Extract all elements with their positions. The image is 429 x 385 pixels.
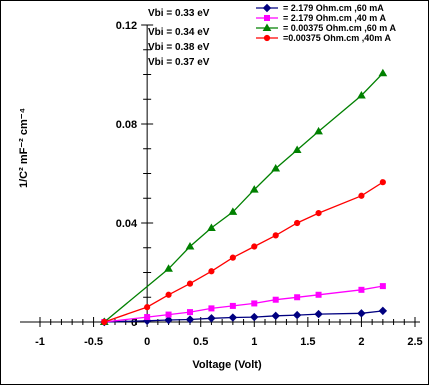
x-tick-label: 2 bbox=[358, 336, 364, 348]
vbi-annotation: Vbi = 0.38 eV bbox=[148, 42, 210, 53]
data-point bbox=[294, 294, 301, 301]
y-tick-label: 0.04 bbox=[116, 218, 138, 230]
data-point bbox=[229, 254, 236, 261]
data-point bbox=[185, 242, 195, 250]
data-point bbox=[208, 268, 215, 275]
data-point bbox=[251, 243, 258, 250]
data-point bbox=[165, 291, 172, 298]
series-line bbox=[104, 181, 384, 323]
data-point bbox=[294, 219, 301, 227]
legend-item: = 0.00375 Ohm.cm ,60 m A bbox=[256, 23, 396, 33]
data-point bbox=[314, 309, 323, 319]
data-point bbox=[187, 309, 193, 316]
series bbox=[99, 68, 388, 325]
legend-label: = 0.00375 Ohm.cm ,60 m A bbox=[283, 23, 396, 33]
plot-area bbox=[99, 68, 388, 327]
data-point bbox=[378, 68, 388, 77]
data-point bbox=[358, 286, 365, 293]
x-tick-label: -0.5 bbox=[84, 336, 103, 348]
data-point bbox=[378, 306, 388, 316]
data-point bbox=[229, 302, 236, 309]
legend-label: =0.00375 Ohm.cm ,40m A bbox=[283, 33, 391, 43]
series bbox=[101, 283, 386, 325]
legend-item: =0.00375 Ohm.cm ,40m A bbox=[256, 33, 391, 43]
legend-item: = 2.179 Ohm.cm ,60 mA bbox=[256, 3, 384, 13]
data-point bbox=[271, 311, 280, 321]
data-point bbox=[101, 318, 108, 326]
data-point bbox=[379, 283, 386, 290]
series bbox=[100, 306, 388, 327]
legend-label: = 2.179 Ohm.cm ,40 m A bbox=[283, 13, 386, 23]
data-point bbox=[357, 91, 366, 99]
x-tick-label: -1 bbox=[35, 336, 45, 348]
series-line bbox=[103, 72, 384, 323]
data-point bbox=[208, 305, 215, 312]
data-point bbox=[263, 34, 271, 42]
data-point bbox=[272, 232, 279, 239]
data-point bbox=[315, 210, 322, 217]
vbi-annotation: Vbi = 0.37 eV bbox=[148, 57, 210, 68]
axes: -1 -0.5 0 0.5 1 1.5 2 2.5 0 0.04 0.08 0.12 bbox=[20, 20, 423, 348]
y-tick-label: 0.12 bbox=[116, 20, 137, 32]
data-point bbox=[251, 300, 258, 307]
data-point bbox=[164, 315, 173, 325]
data-point bbox=[315, 291, 322, 298]
data-point bbox=[262, 23, 272, 31]
data-point bbox=[271, 164, 281, 172]
vbi-annotations: Vbi = 0.33 eV Vbi = 0.34 eV Vbi = 0.38 e… bbox=[148, 8, 210, 68]
data-point bbox=[379, 179, 386, 186]
vbi-annotation: Vbi = 0.33 eV bbox=[148, 8, 210, 19]
data-point bbox=[358, 192, 365, 199]
data-point bbox=[228, 313, 238, 322]
x-axis-title: Voltage (Volt) bbox=[192, 359, 262, 371]
data-point bbox=[186, 280, 194, 287]
vbi-annotation: Vbi = 0.34 eV bbox=[148, 27, 210, 38]
data-point bbox=[262, 3, 272, 13]
data-point bbox=[272, 296, 279, 303]
data-point bbox=[144, 304, 151, 311]
x-tick-label: 2.5 bbox=[407, 336, 422, 348]
y-axis-title: 1/C² mF⁻² cm⁻⁴ bbox=[18, 108, 30, 188]
data-point bbox=[357, 309, 366, 318]
data-point bbox=[314, 126, 323, 135]
x-tick-label: 0 bbox=[144, 336, 150, 348]
data-point bbox=[185, 315, 195, 324]
data-point bbox=[292, 310, 302, 320]
data-point bbox=[165, 311, 172, 318]
y-tick-label: 0 bbox=[131, 317, 137, 329]
data-point bbox=[249, 185, 259, 193]
y-tick-label: 0.08 bbox=[116, 119, 137, 131]
data-point bbox=[228, 207, 238, 215]
x-tick-label: 0.5 bbox=[193, 336, 208, 348]
data-point bbox=[164, 264, 173, 272]
legend-label: = 2.179 Ohm.cm ,60 mA bbox=[283, 3, 384, 13]
data-point bbox=[264, 15, 270, 21]
x-tick-label: 1 bbox=[251, 336, 257, 348]
series-line bbox=[104, 285, 384, 323]
data-point bbox=[144, 314, 151, 321]
data-point bbox=[250, 312, 259, 322]
data-point bbox=[207, 314, 216, 323]
legend: = 2.179 Ohm.cm ,60 mA= 2.179 Ohm.cm ,40 … bbox=[256, 3, 396, 43]
series bbox=[101, 179, 386, 326]
data-point bbox=[207, 223, 216, 231]
x-tick-label: 1.5 bbox=[300, 336, 315, 348]
legend-item: = 2.179 Ohm.cm ,40 m A bbox=[256, 13, 386, 23]
data-point bbox=[292, 145, 302, 153]
